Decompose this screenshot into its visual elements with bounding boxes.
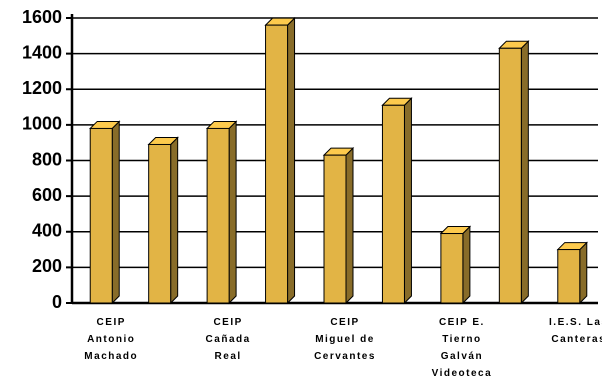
y-tick-label: 400 — [32, 221, 62, 241]
bar-front — [440, 233, 464, 304]
x-tick-label: CEIP Antonio Machado — [84, 317, 138, 362]
bar-side — [170, 136, 179, 305]
bar — [381, 97, 413, 305]
bar-side — [287, 16, 296, 305]
x-tick-label: CEIP Miguel de Cervantes — [314, 317, 376, 362]
bar-side — [345, 146, 354, 305]
x-tick-label: CEIP Cañada Real — [206, 317, 251, 362]
bar-side — [228, 120, 237, 305]
y-tick-label: 1400 — [22, 42, 62, 62]
y-tick-label: 600 — [32, 185, 62, 205]
y-tick-label: 200 — [32, 256, 62, 276]
y-tick-label: 1600 — [22, 7, 62, 27]
bar — [322, 146, 355, 305]
bar — [556, 241, 588, 305]
bar-side — [579, 241, 588, 305]
bar-front — [381, 104, 405, 304]
y-tick-label: 1000 — [22, 114, 62, 134]
y-tick-label: 0 — [52, 292, 62, 312]
y-tick-label: 800 — [32, 149, 62, 169]
x-tick-label: CEIP E. Tierno Galván Videoteca — [432, 317, 493, 379]
bar-side — [520, 40, 529, 305]
bar-side — [403, 97, 412, 305]
bar-side — [111, 120, 120, 305]
bar-front — [557, 249, 581, 304]
bar — [498, 40, 530, 305]
bar — [264, 16, 296, 305]
y-tick-label: 1200 — [22, 78, 62, 98]
bar-front — [206, 127, 230, 304]
bar-front — [89, 127, 113, 304]
bar-front — [265, 24, 289, 304]
bar — [439, 225, 472, 305]
bar-front — [148, 143, 172, 304]
x-tick-label: I.E.S. LasCanteras — [549, 317, 602, 345]
bar — [89, 120, 121, 305]
bar-front — [498, 47, 522, 304]
bar-front — [323, 154, 347, 304]
bar — [205, 120, 238, 305]
bar-side — [462, 225, 471, 305]
bar — [147, 136, 179, 305]
